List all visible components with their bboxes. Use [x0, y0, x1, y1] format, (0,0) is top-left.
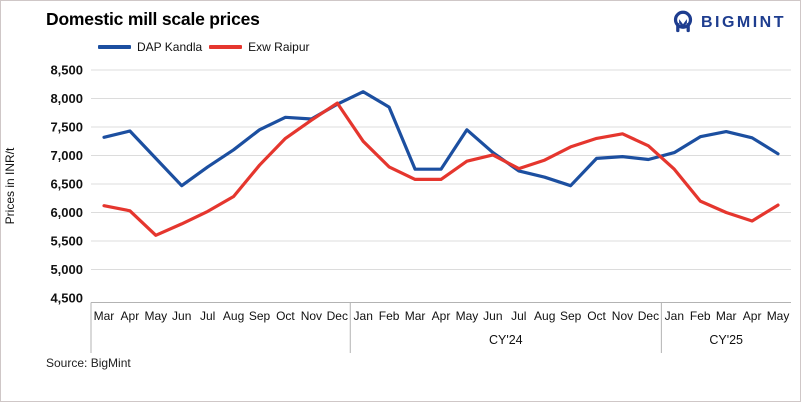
x-tick-label: Sep: [249, 309, 271, 323]
x-tick-label: Mar: [94, 309, 115, 323]
year-group-label: CY'25: [709, 333, 743, 347]
y-tick-label: 8,000: [50, 91, 83, 106]
legend-item-exw-raipur: Exw Raipur: [209, 40, 310, 54]
y-tick-label: 7,000: [50, 148, 83, 163]
x-tick-label: Apr: [743, 309, 762, 323]
y-tick-label: 5,500: [50, 234, 83, 249]
x-tick-label: May: [456, 309, 479, 323]
bigmint-logo-icon: [673, 10, 693, 33]
x-tick-label: Jan: [665, 309, 684, 323]
x-tick-label: Oct: [276, 309, 295, 323]
x-tick-label: Aug: [534, 309, 555, 323]
chart-legend: DAP Kandla Exw Raipur: [98, 40, 310, 54]
series-line-dap-kandla: [102, 90, 780, 188]
series-line-exw-raipur: [102, 101, 780, 237]
source-note: Source: BigMint: [46, 356, 131, 370]
x-tick-label: Nov: [612, 309, 633, 323]
y-tick-label: 4,500: [50, 291, 83, 306]
bigmint-logo-text: BIGMINT: [700, 14, 786, 31]
x-tick-label: Dec: [327, 309, 348, 323]
bigmint-logo: BIGMINT: [670, 10, 786, 36]
y-tick-label: 7,500: [50, 120, 83, 135]
x-tick-label: Oct: [587, 309, 606, 323]
y-tick-label: 6,000: [50, 205, 83, 220]
x-tick-label: Feb: [690, 309, 711, 323]
year-group-label: CY'24: [489, 333, 523, 347]
x-tick-label: Mar: [405, 309, 426, 323]
y-axis-title: Prices in INR/t: [3, 147, 17, 225]
legend-item-dap-kandla: DAP Kandla: [98, 40, 202, 54]
x-tick-label: Jun: [483, 309, 502, 323]
x-tick-label: Jul: [511, 309, 526, 323]
x-tick-label: Feb: [379, 309, 400, 323]
y-tick-label: 5,000: [50, 262, 83, 277]
legend-swatch-blue-icon: [98, 45, 131, 49]
y-tick-label: 6,500: [50, 177, 83, 192]
x-tick-label: Dec: [638, 309, 659, 323]
x-tick-label: Apr: [432, 309, 451, 323]
x-tick-label: Apr: [121, 309, 140, 323]
legend-swatch-red-icon: [209, 45, 243, 49]
x-tick-label: Jan: [354, 309, 373, 323]
y-tick-label: 8,500: [50, 63, 83, 78]
legend-label: DAP Kandla: [137, 40, 203, 54]
x-tick-label: Aug: [223, 309, 244, 323]
x-tick-label: Nov: [301, 309, 322, 323]
x-tick-label: Mar: [716, 309, 737, 323]
x-tick-label: Jun: [172, 309, 191, 323]
chart-title: Domestic mill scale prices: [46, 9, 260, 29]
x-tick-label: May: [767, 309, 790, 323]
x-tick-label: Jul: [200, 309, 215, 323]
legend-label: Exw Raipur: [248, 40, 310, 54]
x-tick-label: Sep: [560, 309, 582, 323]
x-tick-label: May: [144, 309, 167, 323]
